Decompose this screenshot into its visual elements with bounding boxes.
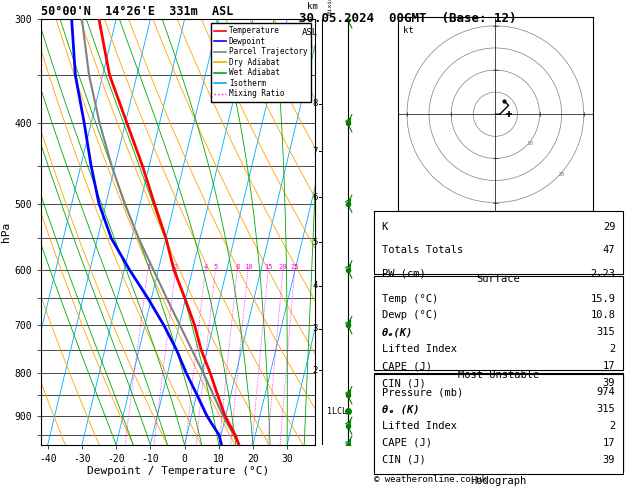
Text: 315: 315 xyxy=(596,404,615,414)
Text: CIN (J): CIN (J) xyxy=(382,378,425,388)
Text: 8: 8 xyxy=(312,99,318,108)
Text: 10: 10 xyxy=(244,263,252,270)
Text: 39: 39 xyxy=(603,455,615,465)
Text: 4: 4 xyxy=(203,263,208,270)
Text: Mixing Ratio (g/kg): Mixing Ratio (g/kg) xyxy=(328,0,333,15)
Text: θₑ(K): θₑ(K) xyxy=(382,327,413,337)
Text: 17: 17 xyxy=(603,438,615,448)
Text: 5: 5 xyxy=(213,263,218,270)
Text: 20: 20 xyxy=(279,263,287,270)
Text: 1: 1 xyxy=(146,263,150,270)
Text: 10.8: 10.8 xyxy=(590,311,615,320)
Text: 6: 6 xyxy=(312,192,318,202)
Text: 25: 25 xyxy=(291,263,299,270)
Bar xyxy=(374,211,623,274)
Text: Most Unstable: Most Unstable xyxy=(458,370,539,380)
Text: Temp (°C): Temp (°C) xyxy=(382,294,438,304)
Text: CAPE (J): CAPE (J) xyxy=(382,361,431,371)
Text: km: km xyxy=(307,2,318,11)
Text: 4: 4 xyxy=(312,281,318,291)
Text: 2: 2 xyxy=(174,263,178,270)
Text: 10: 10 xyxy=(526,141,534,146)
Text: Dewp (°C): Dewp (°C) xyxy=(382,311,438,320)
Text: 30.05.2024  00GMT  (Base: 12): 30.05.2024 00GMT (Base: 12) xyxy=(299,12,516,25)
Text: Surface: Surface xyxy=(477,274,520,284)
Text: 50°00'N  14°26'E  331m  ASL: 50°00'N 14°26'E 331m ASL xyxy=(41,5,233,18)
Text: CIN (J): CIN (J) xyxy=(382,455,425,465)
Text: 2: 2 xyxy=(312,365,318,375)
Text: 17: 17 xyxy=(603,361,615,371)
Text: PW (cm): PW (cm) xyxy=(382,269,425,279)
Text: 315: 315 xyxy=(596,327,615,337)
Legend: Temperature, Dewpoint, Parcel Trajectory, Dry Adiabat, Wet Adiabat, Isotherm, Mi: Temperature, Dewpoint, Parcel Trajectory… xyxy=(211,23,311,102)
Bar xyxy=(374,373,623,471)
Text: ASL: ASL xyxy=(301,28,318,37)
Text: Pressure (mb): Pressure (mb) xyxy=(382,387,463,397)
Y-axis label: hPa: hPa xyxy=(1,222,11,242)
Text: 5: 5 xyxy=(312,238,318,246)
Text: 47: 47 xyxy=(603,245,615,256)
Bar xyxy=(374,374,623,474)
Text: 15: 15 xyxy=(264,263,272,270)
Text: 8: 8 xyxy=(235,263,240,270)
Text: Lifted Index: Lifted Index xyxy=(382,344,457,354)
X-axis label: Dewpoint / Temperature (°C): Dewpoint / Temperature (°C) xyxy=(87,467,269,476)
Text: CAPE (J): CAPE (J) xyxy=(382,438,431,448)
Bar xyxy=(374,277,623,370)
Text: Lifted Index: Lifted Index xyxy=(382,421,457,431)
Text: 7: 7 xyxy=(312,146,318,156)
Text: θₑ (K): θₑ (K) xyxy=(382,404,419,414)
Text: 15.9: 15.9 xyxy=(590,294,615,304)
Text: kt: kt xyxy=(403,26,413,35)
Text: 3: 3 xyxy=(312,324,318,333)
Text: 39: 39 xyxy=(603,378,615,388)
Text: Hodograph: Hodograph xyxy=(470,475,526,486)
Text: 29: 29 xyxy=(603,222,615,232)
Text: 2: 2 xyxy=(609,344,615,354)
Text: © weatheronline.co.uk: © weatheronline.co.uk xyxy=(374,474,487,484)
Text: Totals Totals: Totals Totals xyxy=(382,245,463,256)
Text: 2.23: 2.23 xyxy=(590,269,615,279)
Text: 974: 974 xyxy=(596,387,615,397)
Text: 2: 2 xyxy=(609,421,615,431)
Text: K: K xyxy=(382,222,388,232)
Text: 20: 20 xyxy=(557,172,565,177)
Text: 1LCL: 1LCL xyxy=(326,407,347,416)
